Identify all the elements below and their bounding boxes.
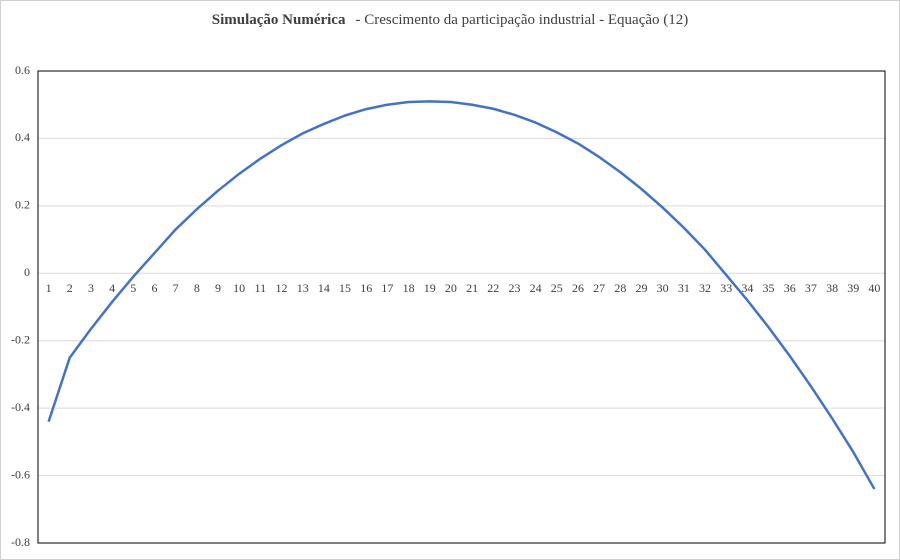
x-tick-label: 5 bbox=[130, 281, 136, 295]
x-tick-label: 30 bbox=[657, 281, 669, 295]
x-tick-label: 35 bbox=[763, 281, 775, 295]
x-tick-label: 2 bbox=[67, 281, 73, 295]
x-tick-label: 28 bbox=[614, 281, 626, 295]
x-tick-label: 18 bbox=[403, 281, 415, 295]
x-tick-label: 23 bbox=[508, 281, 520, 295]
x-tick-label: 21 bbox=[466, 281, 478, 295]
y-tick-label: 0 bbox=[24, 265, 30, 279]
x-tick-label: 33 bbox=[720, 281, 732, 295]
x-tick-label: 12 bbox=[276, 281, 288, 295]
x-tick-label: 36 bbox=[784, 281, 796, 295]
chart-title: Simulação Numérica - Crescimento da parti… bbox=[212, 12, 689, 28]
y-tick-label: -0.2 bbox=[11, 332, 30, 346]
title-bold: Simulação Numérica bbox=[212, 12, 346, 28]
x-tick-label: 31 bbox=[678, 281, 690, 295]
x-tick-label: 19 bbox=[424, 281, 436, 295]
x-tick-label: 32 bbox=[699, 281, 711, 295]
x-tick-label: 11 bbox=[255, 281, 267, 295]
x-tick-label: 20 bbox=[445, 281, 457, 295]
y-tick-label: -0.4 bbox=[11, 400, 30, 414]
x-tick-label: 29 bbox=[635, 281, 647, 295]
y-tick-label: 0.4 bbox=[15, 130, 30, 144]
x-tick-label: 8 bbox=[194, 281, 200, 295]
y-tick-label: 0.6 bbox=[15, 63, 30, 77]
x-tick-label: 37 bbox=[805, 281, 817, 295]
x-tick-label: 24 bbox=[530, 281, 542, 295]
data-line bbox=[47, 100, 876, 490]
x-tick-label: 16 bbox=[360, 281, 372, 295]
x-tick-label: 38 bbox=[826, 281, 838, 295]
plot-border bbox=[37, 70, 886, 544]
x-tick-label: 4 bbox=[109, 281, 115, 295]
x-tick-label: 17 bbox=[381, 281, 393, 295]
x-tick-label: 14 bbox=[318, 281, 330, 295]
x-tick-label: 26 bbox=[572, 281, 584, 295]
x-tick-label: 3 bbox=[88, 281, 94, 295]
y-tick-label: -0.6 bbox=[11, 467, 30, 481]
x-tick-label: 15 bbox=[339, 281, 351, 295]
x-tick-label: 9 bbox=[215, 281, 221, 295]
x-tick-label: 1 bbox=[46, 281, 52, 295]
y-tick-label: -0.8 bbox=[11, 535, 30, 549]
x-tick-label: 10 bbox=[233, 281, 245, 295]
x-tick-label: 40 bbox=[868, 281, 880, 295]
x-tick-label: 39 bbox=[847, 281, 859, 295]
x-tick-label: 13 bbox=[297, 281, 309, 295]
x-tick-label: 27 bbox=[593, 281, 605, 295]
y-tick-label: 0.2 bbox=[15, 198, 30, 212]
x-tick-label: 7 bbox=[173, 281, 179, 295]
x-tick-label: 6 bbox=[151, 281, 157, 295]
x-tick-label: 22 bbox=[487, 281, 499, 295]
title-rest: - Crescimento da participação industrial… bbox=[355, 12, 688, 28]
x-tick-label: 25 bbox=[551, 281, 563, 295]
x-tick-label: 34 bbox=[741, 281, 753, 295]
